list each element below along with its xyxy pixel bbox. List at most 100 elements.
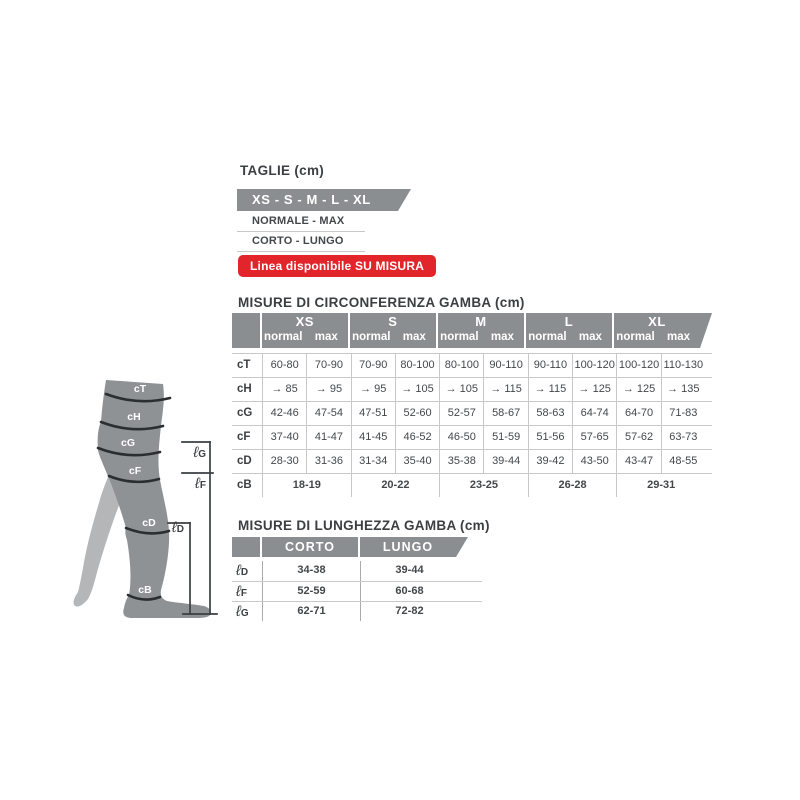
circumference-title: MISURE DI CIRCONFERENZA GAMBA (cm) <box>238 295 525 310</box>
table-cell: 57-65 <box>572 426 616 449</box>
table-body: ℓD 34-38 39-44 ℓF 52-59 60-68 ℓG 62-71 72-82 <box>232 561 482 621</box>
row-label: cH <box>237 383 252 395</box>
row-label: ℓD <box>232 561 262 581</box>
table-cell: 60-68 <box>360 582 458 601</box>
table-cell: → 95 <box>350 378 395 401</box>
band-label-cf: cF <box>129 465 142 477</box>
table-row-cg: cG 42-46 47-54 47-51 52-60 52-57 58-67 58-63 64-… <box>232 401 712 425</box>
table-cell: 41-47 <box>306 426 350 449</box>
script-l-glyph: ℓ <box>171 519 177 536</box>
length-brackets <box>167 441 218 615</box>
subheader-cell: normal <box>528 331 567 343</box>
table-cell: 62-71 <box>262 602 360 621</box>
band-label-cd: cD <box>142 517 156 529</box>
table-cell: 57-62 <box>616 426 660 449</box>
table-row-ld: ℓD 34-38 39-44 <box>232 561 482 581</box>
table-cell: 20-22 <box>350 474 440 497</box>
table-cell: 52-57 <box>439 402 483 425</box>
table-cell: 90-110 <box>527 354 572 377</box>
subheader-cell: max <box>490 331 514 343</box>
band-label-cb: cB <box>138 584 152 596</box>
band-ct <box>104 392 172 403</box>
table-cell: 48-55 <box>660 450 705 473</box>
band-label-ch: cH <box>127 411 140 423</box>
table-cell: 72-82 <box>360 602 458 621</box>
band-label-cg: cG <box>121 437 135 449</box>
column-header-lungo: LUNGO <box>360 537 468 557</box>
subheader-cell: max <box>402 331 426 343</box>
length-label-ld: ℓD <box>171 519 184 536</box>
size-group-xl: XL normal max <box>614 313 712 348</box>
table-body: cT 60-80 70-90 70-90 80-100 80-100 90-110 90-11… <box>232 353 712 497</box>
table-cell: 39-42 <box>527 450 572 473</box>
subheader-row: normal max <box>350 330 436 348</box>
table-cell: 29-31 <box>616 474 705 497</box>
length-table: CORTO LUNGO ℓD 34-38 39-44 ℓF 52-59 60-68 ℓG 62-7… <box>232 537 482 621</box>
row-label: cD <box>237 455 252 467</box>
band-cf <box>107 474 161 484</box>
table-cell: 34-38 <box>262 561 360 581</box>
subheader-cell: normal <box>440 331 479 343</box>
row-label: cB <box>237 479 252 491</box>
size-label: XL <box>648 314 666 329</box>
table-row-cb: cB 18-19 20-22 23-25 26-28 29-31 <box>232 473 712 497</box>
table-cell: 64-70 <box>616 402 660 425</box>
table-cell: 100-120 <box>572 354 616 377</box>
option-corto-lungo: CORTO - LUNGO <box>237 232 365 252</box>
table-cell: 47-51 <box>350 402 395 425</box>
corner-cell <box>232 313 260 348</box>
table-cell: 43-50 <box>572 450 616 473</box>
subheader-row: normal max <box>438 330 524 348</box>
table-cell: 28-30 <box>262 450 306 473</box>
table-cell: 70-90 <box>306 354 350 377</box>
table-cell: 46-50 <box>439 426 483 449</box>
subheader-cell: max <box>314 331 338 343</box>
length-title: MISURE DI LUNGHEZZA GAMBA (cm) <box>238 518 490 533</box>
table-cell: 51-56 <box>527 426 572 449</box>
table-row-ct: cT 60-80 70-90 70-90 80-100 80-100 90-110 90-11… <box>232 353 712 377</box>
table-cell: 71-83 <box>660 402 705 425</box>
band-label-ct: cT <box>134 383 147 395</box>
table-cell: 39-44 <box>483 450 527 473</box>
script-l-glyph: ℓ <box>195 475 200 492</box>
table-cell: 51-59 <box>483 426 527 449</box>
table-cell: 23-25 <box>439 474 528 497</box>
table-cell: 43-47 <box>616 450 660 473</box>
table-cell: → 105 <box>439 378 483 401</box>
table-row-lf: ℓF 52-59 60-68 <box>232 581 482 601</box>
subheader-cell: max <box>666 331 691 343</box>
leg-front-shape <box>97 380 211 618</box>
table-cell: 47-54 <box>306 402 350 425</box>
table-cell: 31-34 <box>350 450 395 473</box>
column-header-corto: CORTO <box>262 537 358 557</box>
table-cell: 41-45 <box>350 426 395 449</box>
table-cell: 80-100 <box>394 354 439 377</box>
length-label-lf: ℓF <box>195 475 206 492</box>
table-cell: 26-28 <box>527 474 617 497</box>
table-cell: 52-60 <box>394 402 439 425</box>
table-cell: 70-90 <box>350 354 395 377</box>
row-label: cT <box>237 359 251 371</box>
subheader-cell: normal <box>352 331 391 343</box>
table-cell: 46-52 <box>394 426 439 449</box>
length-label-lg: ℓG <box>193 444 206 461</box>
length-subscript: D <box>240 567 249 578</box>
table-cell: 18-19 <box>262 474 351 497</box>
table-cell: 100-120 <box>616 354 660 377</box>
table-cell: → 125 <box>572 378 616 401</box>
size-label: S <box>388 314 398 329</box>
band-ch <box>99 420 165 431</box>
table-cell: 90-110 <box>483 354 527 377</box>
table-cell: 39-44 <box>360 561 458 581</box>
option-normale-max: NORMALE - MAX <box>237 212 365 232</box>
table-cell: → 115 <box>483 378 527 401</box>
row-label: ℓG <box>232 602 262 621</box>
table-row-cd: cD 28-30 31-36 31-34 35-40 35-38 39-44 39-42 43-… <box>232 449 712 473</box>
table-cell: 42-46 <box>262 402 306 425</box>
table-cell: 35-38 <box>439 450 483 473</box>
size-label: M <box>475 314 487 329</box>
